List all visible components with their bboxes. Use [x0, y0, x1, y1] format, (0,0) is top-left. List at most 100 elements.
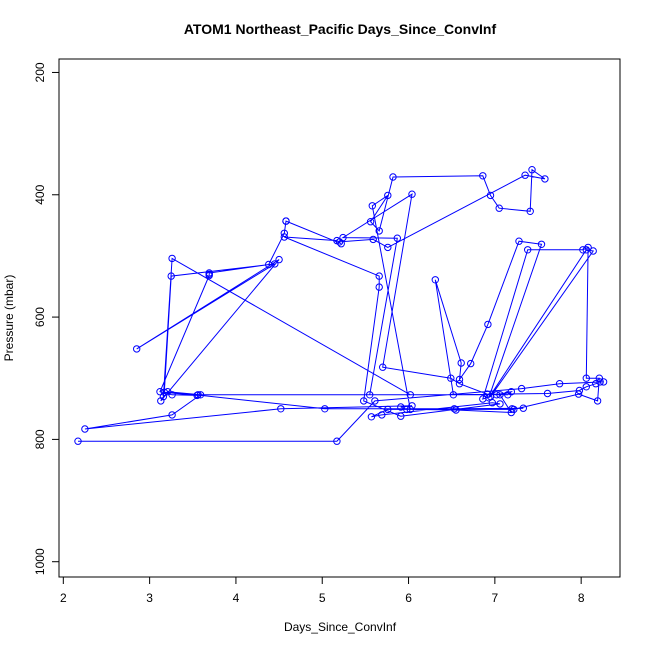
data-point [447, 374, 455, 382]
data-point [595, 374, 603, 382]
series-line [78, 168, 604, 442]
data-point [517, 384, 526, 393]
data-point [378, 411, 386, 419]
data-point [537, 240, 546, 249]
plot-area [58, 58, 621, 578]
data-point [589, 247, 597, 255]
data-point [384, 191, 392, 200]
data-point [486, 191, 495, 200]
x-tick-label: 7 [492, 591, 499, 605]
data-point [496, 400, 504, 408]
data-point [431, 276, 439, 284]
data-point [393, 234, 401, 242]
data-point [160, 388, 169, 396]
data-point [488, 399, 496, 407]
data-point [484, 320, 492, 329]
data-point [360, 397, 368, 405]
data-point [519, 404, 527, 412]
data-point [375, 283, 383, 291]
data-point [528, 166, 536, 174]
data-point [81, 425, 89, 433]
data-point [574, 390, 583, 398]
data-point [133, 345, 141, 353]
data-point [379, 363, 387, 371]
data-point [555, 380, 564, 388]
data-point [389, 173, 397, 181]
data-point [593, 397, 602, 405]
data-point [156, 388, 164, 396]
data-point [194, 391, 202, 399]
data-point [333, 437, 341, 445]
data-point [167, 272, 175, 280]
data-point [368, 202, 376, 210]
data-point [455, 380, 464, 388]
y-tick-label: 200 [33, 62, 47, 82]
data-point [582, 383, 590, 391]
data-point [575, 386, 584, 395]
x-axis-label: Days_Since_ConvInf [284, 620, 397, 634]
data-point [408, 402, 416, 410]
data-point [337, 240, 345, 248]
data-point [479, 172, 487, 180]
data-point [384, 405, 392, 414]
data-point [524, 246, 532, 254]
data-point [367, 413, 376, 421]
x-tick-label: 3 [146, 591, 153, 605]
data-point [483, 390, 491, 398]
data-point [366, 218, 375, 226]
data-point [526, 207, 534, 216]
data-point [599, 378, 608, 386]
data-point [168, 411, 176, 419]
data-point [205, 269, 213, 277]
y-tick-label: 800 [33, 429, 47, 449]
data-point [384, 243, 392, 252]
y-tick-label: 1000 [33, 548, 47, 575]
data-point [543, 389, 552, 398]
data-point [397, 412, 405, 420]
data-point [449, 391, 458, 399]
data-point [280, 229, 288, 238]
data-point [452, 406, 460, 414]
data-point [450, 405, 458, 413]
data-point [193, 391, 201, 400]
data-point [596, 378, 604, 386]
data-point [515, 237, 523, 245]
chart-title: ATOM1 Northeast_Pacific Days_Since_ConvI… [184, 21, 497, 37]
series-group [74, 166, 608, 445]
data-point [584, 243, 592, 252]
data-point [507, 388, 515, 396]
x-tick-label: 5 [319, 591, 326, 605]
data-point [196, 391, 205, 399]
x-tick-label: 2 [60, 591, 67, 605]
data-point [479, 395, 487, 403]
data-point [321, 405, 329, 413]
data-point [541, 175, 549, 183]
data-point [369, 235, 377, 244]
data-point [457, 359, 465, 367]
data-point [282, 217, 290, 225]
data-point [408, 190, 416, 198]
data-point [275, 255, 283, 264]
data-point [280, 233, 288, 241]
plot-frame [58, 58, 621, 578]
x-tick-label: 6 [405, 591, 412, 605]
data-point [582, 374, 590, 382]
data-point [366, 391, 374, 399]
data-point [406, 405, 414, 414]
y-tick-label: 600 [33, 307, 47, 327]
data-point [507, 408, 515, 417]
data-point [277, 405, 285, 413]
data-point [157, 397, 165, 405]
data-point [375, 272, 383, 280]
data-point [168, 254, 176, 263]
data-point [371, 397, 379, 405]
data-point [592, 380, 600, 388]
data-point [467, 359, 475, 368]
x-axis: 2 3 4 5 6 7 8 [60, 576, 585, 605]
data-point [496, 391, 504, 399]
y-tick-label: 400 [33, 184, 47, 204]
data-point [455, 375, 464, 384]
data-point [582, 246, 590, 254]
